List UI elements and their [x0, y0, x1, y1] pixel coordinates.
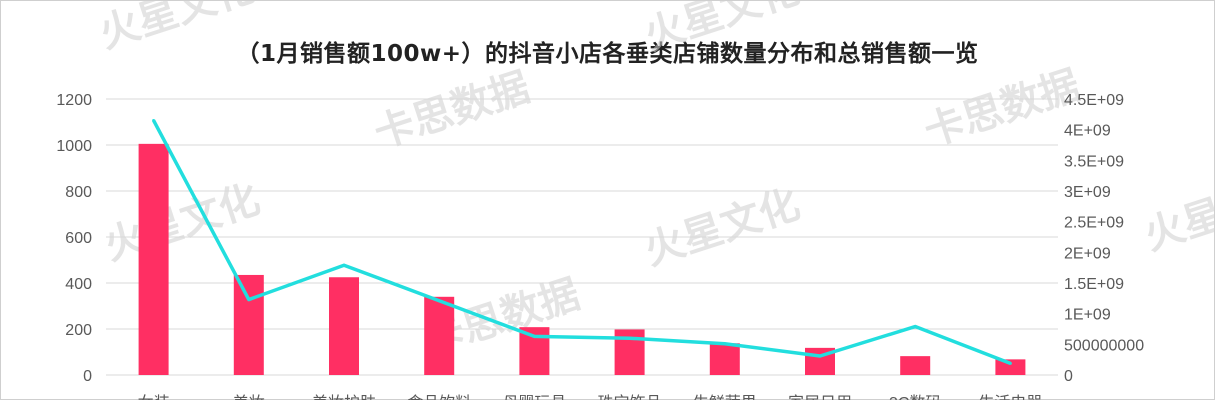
- left-axis-ticks: 0 200 400 600 800 1000 1200: [56, 92, 92, 385]
- bar-series: [138, 143, 1026, 375]
- category-label: 美妆: [233, 394, 265, 400]
- category-label: 食品饮料: [407, 394, 471, 400]
- line-point: [1008, 361, 1012, 365]
- category-labels: 女装 美妆 美妆护肤 食品饮料 母婴玩具 珠宝饰品 生鲜蔬果 家居日用 3C数码 生活电器: [138, 393, 1043, 400]
- line-series: [152, 118, 1012, 365]
- line-point: [437, 299, 441, 303]
- right-tick-label: 4.5E+09: [1064, 92, 1124, 109]
- line-path: [152, 119, 1012, 365]
- left-tick-label: 200: [65, 322, 92, 339]
- left-tick-label: 600: [65, 230, 92, 247]
- line-point: [342, 263, 346, 267]
- line-point: [628, 336, 632, 340]
- right-tick-label: 2.5E+09: [1064, 215, 1124, 232]
- line-point: [818, 354, 822, 358]
- watermark-text: 火星文化: [94, 0, 260, 58]
- right-tick-label: 3E+09: [1064, 184, 1111, 201]
- right-tick-label: 2E+09: [1064, 245, 1111, 262]
- right-tick-label: 1E+09: [1064, 307, 1111, 324]
- line-point: [247, 298, 251, 302]
- line-point: [532, 334, 536, 338]
- category-label: 生活电器: [978, 394, 1042, 400]
- bar: [233, 274, 264, 375]
- right-tick-label: 4E+09: [1064, 123, 1111, 140]
- gridlines: [106, 98, 1058, 376]
- left-tick-label: 1000: [56, 138, 92, 155]
- right-tick-label: 0: [1064, 368, 1073, 385]
- category-label: 家居日用: [788, 394, 852, 400]
- line-point: [913, 325, 917, 329]
- left-tick-label: 0: [83, 368, 92, 385]
- watermark-text: 火星文化: [99, 176, 265, 269]
- watermark-text: 火星文化: [1139, 166, 1215, 259]
- bar: [519, 327, 550, 375]
- chart-title: （1月销售额100w+）的抖音小店各垂类店铺数量分布和总销售额一览: [236, 41, 979, 67]
- category-label: 母婴玩具: [502, 395, 566, 400]
- bar: [138, 143, 169, 375]
- right-tick-label: 500000000: [1064, 337, 1144, 354]
- bar: [900, 356, 931, 375]
- bar: [709, 343, 740, 375]
- left-tick-label: 400: [65, 276, 92, 293]
- watermark-text: 卡思数据: [369, 64, 535, 157]
- category-label: 女装: [138, 393, 170, 400]
- line-point: [152, 118, 156, 122]
- watermark-text: 火星文化: [639, 0, 805, 60]
- right-tick-label: 3.5E+09: [1064, 153, 1124, 170]
- line-point: [723, 342, 727, 346]
- category-label: 3C数码: [889, 394, 941, 400]
- left-tick-label: 1200: [56, 92, 92, 109]
- bar: [329, 277, 359, 375]
- right-axis-ticks: 0 500000000 1E+09 1.5E+09 2E+09 2.5E+09 3E+09 3…: [1064, 92, 1144, 385]
- category-label: 生鲜蔬果: [693, 394, 757, 400]
- category-label: 美妆护肤: [312, 394, 376, 400]
- left-tick-label: 800: [65, 184, 92, 201]
- bar: [424, 296, 455, 375]
- category-label: 珠宝饰品: [598, 394, 662, 400]
- watermark-text: 火星文化: [639, 181, 805, 274]
- right-tick-label: 1.5E+09: [1064, 276, 1124, 293]
- bar: [995, 359, 1026, 375]
- watermark-text: 卡思数据: [919, 62, 1085, 155]
